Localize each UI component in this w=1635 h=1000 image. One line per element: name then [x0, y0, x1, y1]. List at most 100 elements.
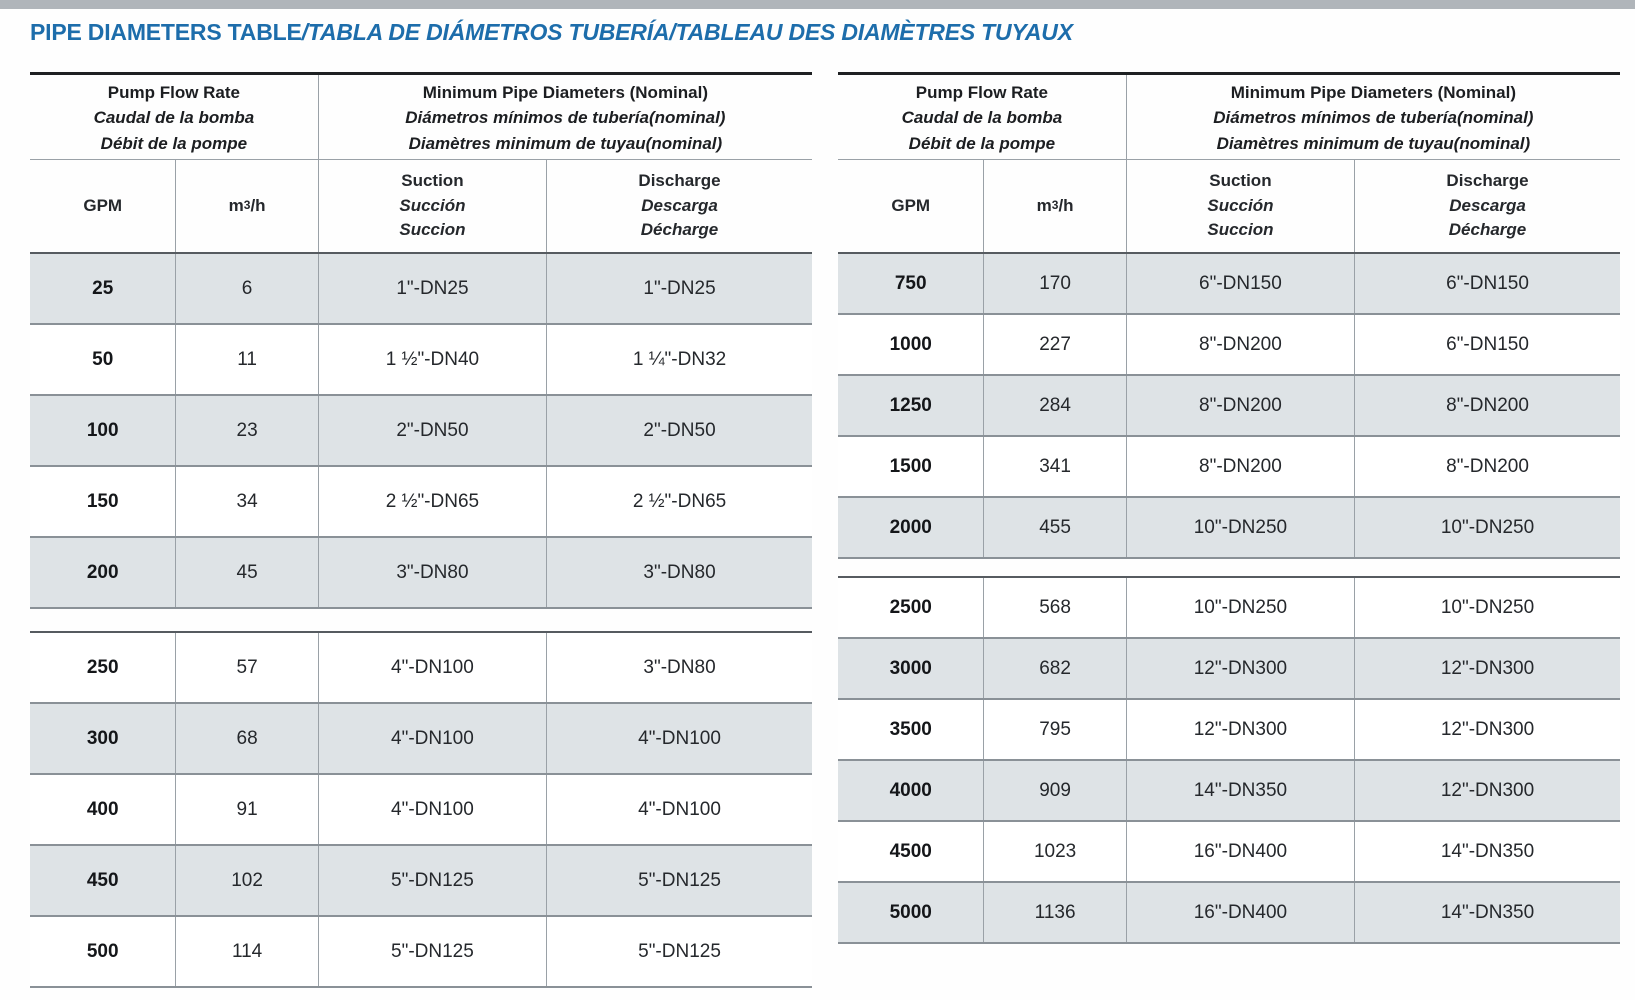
discharge-value: 2 ½"-DN65: [546, 467, 812, 536]
m3h-rest: /h: [250, 195, 266, 215]
discharge-value: 6"-DN150: [1354, 315, 1620, 374]
table-group-header: Pump Flow Rate Caudal de la bomba Débit …: [30, 72, 812, 160]
page-title-english: PIPE DIAMETERS TABLE: [30, 19, 302, 45]
suction-value: 16"-DN400: [1125, 822, 1354, 881]
gpm-value: 250: [86, 656, 119, 678]
discharge-value: 8"-DN200: [1354, 376, 1620, 435]
table-row: 150 34 2 ½"-DN65 2 ½"-DN65: [30, 467, 812, 538]
suction-value: 12"-DN300: [1125, 639, 1354, 698]
suction-value: 5"-DN125: [317, 917, 546, 986]
m3h-value: 102: [175, 846, 317, 915]
m3h-value: 57: [175, 633, 317, 702]
discharge-label-en: Discharge: [638, 171, 721, 191]
discharge-label-es: Descarga: [1449, 195, 1526, 215]
discharge-label-fr: Décharge: [1448, 220, 1527, 240]
table-row: 5000 1136 16"-DN400 14"-DN350: [838, 883, 1620, 944]
suction-value: 12"-DN300: [1125, 700, 1354, 759]
suction-value: 8"-DN200: [1125, 376, 1354, 435]
table-row: 1000 227 8"-DN200 6"-DN150: [838, 315, 1620, 376]
table-row: 1250 284 8"-DN200 8"-DN200: [838, 376, 1620, 437]
discharge-column-header: Discharge Descarga Décharge: [546, 160, 812, 252]
m3h-column-header: m 3/h: [175, 160, 317, 252]
m3h-value: 682: [983, 639, 1125, 698]
gpm-value: 4500: [889, 840, 932, 862]
table-row: 50 11 1 ½"-DN40 1 ¼"-DN32: [30, 325, 812, 396]
suction-label-fr: Succion: [1207, 220, 1274, 240]
m3h-value: 6: [175, 254, 317, 323]
discharge-column-header: Discharge Descarga Décharge: [1354, 160, 1620, 252]
m3h-column-header: m 3/h: [983, 160, 1125, 252]
table-row: 1500 341 8"-DN200 8"-DN200: [838, 437, 1620, 498]
suction-label-es: Succión: [399, 195, 466, 215]
table-row: 4000 909 14"-DN350 12"-DN300: [838, 761, 1620, 822]
suction-value: 4"-DN100: [317, 633, 546, 702]
gpm-value: 5000: [889, 901, 932, 923]
pump-flow-rate-label-en: Pump Flow Rate: [107, 82, 240, 102]
gpm-value: 3500: [889, 718, 932, 740]
suction-value: 1 ½"-DN40: [317, 325, 546, 394]
table-row: 2500 568 10"-DN250 10"-DN250: [838, 578, 1620, 639]
pump-flow-rate-header: Pump Flow Rate Caudal de la bomba Débit …: [838, 75, 1126, 159]
m3h-value: 455: [983, 498, 1125, 557]
suction-label-es: Succión: [1207, 195, 1274, 215]
discharge-value: 12"-DN300: [1354, 761, 1620, 820]
gpm-value: 750: [894, 272, 927, 294]
gpm-value: 2000: [889, 516, 932, 538]
min-pipe-diameters-label-fr: Diamètres minimum de tuyau(nominal): [408, 133, 723, 153]
discharge-value: 1 ¼"-DN32: [546, 325, 812, 394]
suction-value: 14"-DN350: [1125, 761, 1354, 820]
suction-value: 10"-DN250: [1125, 578, 1354, 637]
suction-value: 6"-DN150: [1125, 254, 1354, 313]
table-group-header: Pump Flow Rate Caudal de la bomba Débit …: [838, 72, 1620, 160]
table-body: 750 170 6"-DN150 6"-DN150 1000 227 8"-DN200 6"-…: [838, 252, 1620, 944]
table-row: 250 57 4"-DN100 3"-DN80: [30, 633, 812, 704]
suction-value: 2"-DN50: [317, 396, 546, 465]
m3h-value: 23: [175, 396, 317, 465]
m3h-value: 284: [983, 376, 1125, 435]
table-section: 750 170 6"-DN150 6"-DN150 1000 227 8"-DN200 6"-…: [838, 252, 1620, 559]
m3h-value: 1136: [983, 883, 1125, 942]
scan-edge-strip: [0, 0, 1635, 9]
pump-flow-rate-label-en: Pump Flow Rate: [915, 82, 1048, 102]
table-row: 25 6 1"-DN25 1"-DN25: [30, 254, 812, 325]
suction-label-en: Suction: [401, 171, 464, 191]
discharge-value: 8"-DN200: [1354, 437, 1620, 496]
suction-value: 4"-DN100: [317, 775, 546, 844]
discharge-label-en: Discharge: [1446, 171, 1529, 191]
m3h-value: 1023: [983, 822, 1125, 881]
discharge-value: 1"-DN25: [546, 254, 812, 323]
discharge-value: 5"-DN125: [546, 917, 812, 986]
m3h-value: 114: [175, 917, 317, 986]
pump-flow-rate-label-es: Caudal de la bomba: [93, 108, 255, 128]
gpm-value: 25: [92, 277, 114, 299]
m3h-value: 34: [175, 467, 317, 536]
gpm-value: 200: [86, 561, 119, 583]
m3h-value: 909: [983, 761, 1125, 820]
gpm-value: 100: [86, 419, 119, 441]
page-title: PIPE DIAMETERS TABLE/TABLA DE DIÁMETROS …: [30, 19, 1073, 46]
discharge-value: 4"-DN100: [546, 775, 812, 844]
table-row: 4500 1023 16"-DN400 14"-DN350: [838, 822, 1620, 883]
gpm-column-header: GPM: [83, 195, 123, 215]
min-pipe-diameters-label-en: Minimum Pipe Diameters (Nominal): [422, 82, 709, 102]
discharge-value: 10"-DN250: [1354, 498, 1620, 557]
section-gap: [30, 609, 812, 631]
discharge-value: 12"-DN300: [1354, 639, 1620, 698]
table-section: 2500 568 10"-DN250 10"-DN250 3000 682 12"-DN30…: [838, 576, 1620, 944]
min-pipe-diameters-label-es: Diámetros mínimos de tubería(nominal): [405, 108, 726, 128]
discharge-label-fr: Décharge: [640, 220, 719, 240]
m3h-value: 91: [175, 775, 317, 844]
table-row: 750 170 6"-DN150 6"-DN150: [838, 254, 1620, 315]
table-row: 2000 455 10"-DN250 10"-DN250: [838, 498, 1620, 559]
table-row: 100 23 2"-DN50 2"-DN50: [30, 396, 812, 467]
table-subheader: GPM m 3/h Suction Succión Succion Dischar…: [838, 160, 1620, 252]
suction-column-header: Suction Succión Succion: [317, 160, 546, 252]
pump-flow-rate-label-fr: Débit de la pompe: [908, 133, 1056, 153]
suction-value: 5"-DN125: [317, 846, 546, 915]
suction-value: 8"-DN200: [1125, 437, 1354, 496]
gpm-value: 150: [86, 490, 119, 512]
table-row: 200 45 3"-DN80 3"-DN80: [30, 538, 812, 609]
gpm-value: 50: [92, 348, 114, 370]
pump-flow-rate-label-fr: Débit de la pompe: [100, 133, 248, 153]
